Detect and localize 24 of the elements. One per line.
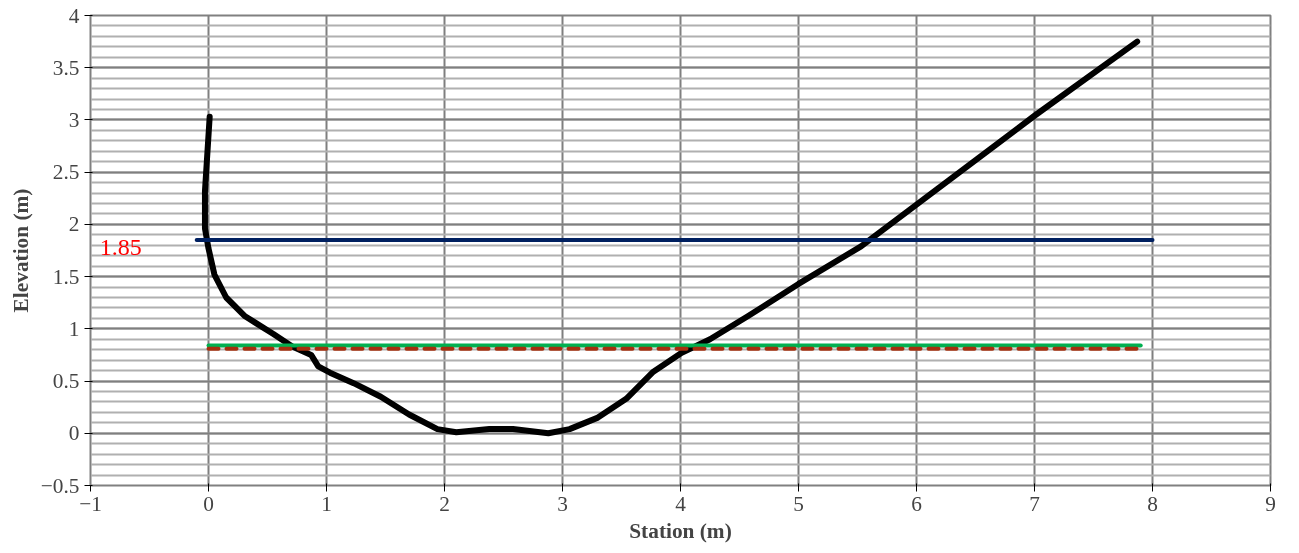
x-tick-label: 6 xyxy=(911,491,923,516)
x-tick-label: 5 xyxy=(793,491,804,516)
x-tick-label: 1 xyxy=(321,491,332,516)
y-tick-label: 2 xyxy=(68,212,80,237)
y-tick-label: 4 xyxy=(68,3,80,28)
x-tick-label: 4 xyxy=(675,491,687,516)
x-axis-title: Station (m) xyxy=(629,518,732,543)
x-tick-label: 7 xyxy=(1029,491,1041,516)
x-tick-label: 3 xyxy=(557,491,568,516)
x-tick-label: 9 xyxy=(1265,491,1276,516)
y-tick-label: 2.5 xyxy=(52,160,80,185)
y-axis-title: Elevation (m) xyxy=(8,188,33,313)
y-tick-label: 3.5 xyxy=(52,55,80,80)
y-tick-label: 3 xyxy=(68,107,80,132)
y-tick-label: −0.5 xyxy=(40,473,80,498)
x-tick-label: 8 xyxy=(1147,491,1158,516)
y-tick-label: 1.5 xyxy=(52,264,80,289)
annotation: 1.85 xyxy=(99,234,142,261)
y-tick-label: 1 xyxy=(68,316,80,341)
x-tick-label: 0 xyxy=(203,491,214,516)
y-tick-label: 0 xyxy=(68,421,80,446)
x-tick-label: 2 xyxy=(439,491,450,516)
x-tick-label: −1 xyxy=(79,491,102,516)
y-tick-label: 0.5 xyxy=(52,369,80,394)
